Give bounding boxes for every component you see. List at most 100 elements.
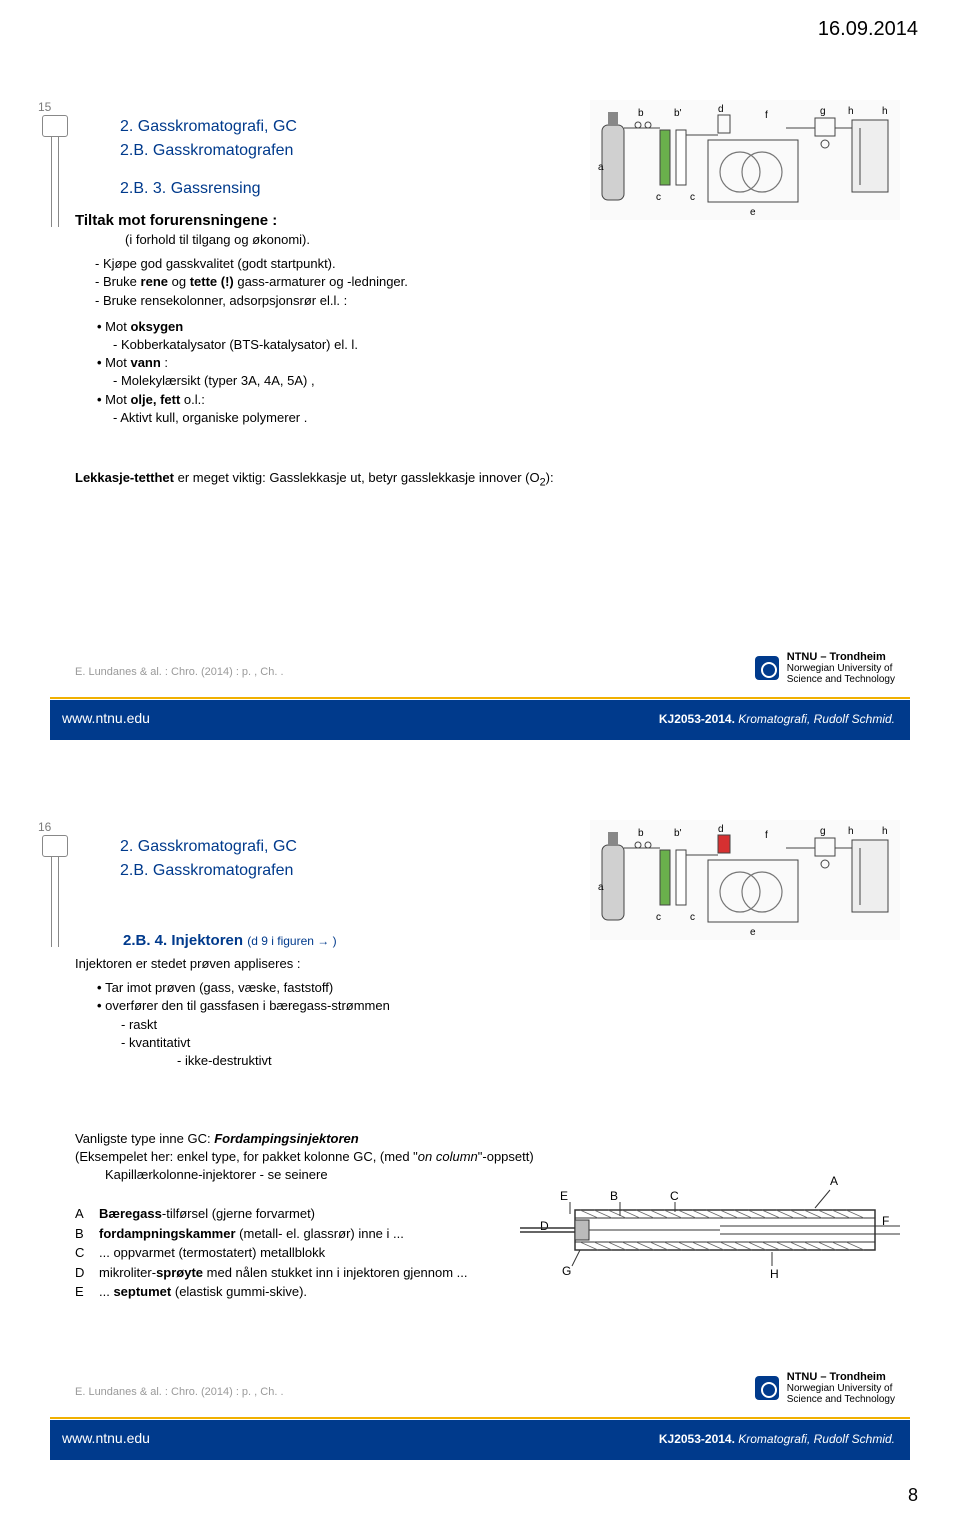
svg-text:f: f <box>765 830 768 841</box>
svg-text:h: h <box>882 826 888 837</box>
svg-text:d: d <box>718 104 724 115</box>
svg-text:b: b <box>638 828 644 839</box>
ntnu-icon <box>755 1376 779 1400</box>
sub-item: kvantitativt <box>121 1034 575 1052</box>
page-number: 8 <box>908 1485 918 1506</box>
def-text: fordampningskammer (metall- el. glassrør… <box>99 1225 404 1243</box>
svg-text:b: b <box>638 108 644 119</box>
ntnu-sub: Science and Technology <box>787 1394 895 1405</box>
ntnu-logo: NTNU – Trondheim Norwegian University of… <box>755 651 895 685</box>
bullet-item: Tar imot prøven (gass, væske, faststoff) <box>97 979 575 997</box>
svg-text:a: a <box>598 882 604 893</box>
def-lbl: E <box>75 1283 99 1301</box>
date-header: 16.09.2014 <box>818 18 918 41</box>
footer-bar: www.ntnu.edu KJ2053-2014. Kromatografi, … <box>50 1420 910 1460</box>
footer-bar: www.ntnu.edu KJ2053-2014. Kromatografi, … <box>50 700 910 740</box>
sub-item: Kobberkatalysator (BTS-katalysator) el. … <box>113 336 565 354</box>
slide-number: 16 <box>38 820 51 834</box>
bullet-item: Mot olje, fett o.l.: Aktivt kull, organi… <box>97 391 565 427</box>
column-icon <box>42 115 68 235</box>
tiltak-title: Tiltak mot forurensningene : <box>75 210 565 231</box>
inj-line0: Injektoren er stedet prøven appliseres : <box>75 955 575 973</box>
heading-3: 2.B. 3. Gassrensing <box>120 177 297 201</box>
svg-text:h: h <box>848 826 854 837</box>
ntnu-icon <box>755 656 779 680</box>
ntnu-sub: Norwegian University of <box>787 663 893 674</box>
svg-text:f: f <box>765 110 768 121</box>
svg-text:g: g <box>820 106 826 117</box>
footer-credit: KJ2053-2014. Kromatografi, Rudolf Schmid… <box>659 712 895 726</box>
reference-line: E. Lundanes & al. : Chro. (2014) : p. , … <box>75 1386 284 1398</box>
dash-item: Bruke rene og tette (!) gass-armaturer o… <box>95 273 565 291</box>
ntnu-sub: Science and Technology <box>787 674 895 685</box>
ntnu-title: NTNU – Trondheim <box>787 651 886 663</box>
svg-text:d: d <box>718 824 724 835</box>
column-icon <box>42 835 68 955</box>
svg-text:A: A <box>830 1174 838 1188</box>
dash-item: Kjøpe god gasskvalitet (godt startpunkt)… <box>95 255 565 273</box>
svg-text:B: B <box>610 1189 618 1203</box>
slide-headings: 2. Gasskromatografi, GC 2.B. Gasskromato… <box>120 835 297 883</box>
svg-text:e: e <box>750 927 756 938</box>
reference-line: E. Lundanes & al. : Chro. (2014) : p. , … <box>75 666 284 678</box>
sub-item: raskt <box>121 1016 575 1034</box>
gc-diagram: a b c b' c d e f g h h <box>590 820 900 940</box>
vanl2: (Eksempelet her: enkel type, for pakket … <box>75 1148 675 1166</box>
vanl1: Vanligste type inne GC: Fordampingsinjek… <box>75 1130 675 1148</box>
heading-2: 2.B. Gasskromatografen <box>120 139 297 163</box>
def-lbl: C <box>75 1244 99 1262</box>
footer-credit: KJ2053-2014. Kromatografi, Rudolf Schmid… <box>659 1432 895 1446</box>
sub-item: ikke-destruktivt <box>177 1052 575 1070</box>
svg-text:a: a <box>598 162 604 173</box>
svg-text:e: e <box>750 207 756 218</box>
tiltak-subnote: (i forhold til tilgang og økonomi). <box>125 231 565 249</box>
def-text: Bæregass-tilførsel (gjerne forvarmet) <box>99 1205 315 1223</box>
svg-text:h: h <box>882 106 888 117</box>
inj-title: 2.B. 4. Injektoren (d 9 i figuren → ) <box>123 930 575 951</box>
leak-note: Lekkasje-tetthet er meget viktig: Gassle… <box>75 470 835 489</box>
ntnu-title: NTNU – Trondheim <box>787 1371 886 1383</box>
svg-text:E: E <box>560 1189 568 1203</box>
heading-1: 2. Gasskromatografi, GC <box>120 835 297 859</box>
footer-url: www.ntnu.edu <box>62 710 150 726</box>
slide-number: 15 <box>38 100 51 114</box>
svg-text:c: c <box>656 912 661 923</box>
footer-url: www.ntnu.edu <box>62 1430 150 1446</box>
gc-diagram: a b c b' c d e f g h h <box>590 100 900 220</box>
ntnu-logo: NTNU – Trondheim Norwegian University of… <box>755 1371 895 1405</box>
sub-item: Molekylærsikt (typer 3A, 4A, 5A) , <box>113 372 565 390</box>
svg-text:c: c <box>690 912 695 923</box>
svg-text:h: h <box>848 106 854 117</box>
svg-text:G: G <box>562 1264 571 1278</box>
def-lbl: B <box>75 1225 99 1243</box>
def-text: ... septumet (elastisk gummi-skive). <box>99 1283 307 1301</box>
slide-15: 15 2. Gasskromatografi, GC 2.B. Gasskrom… <box>50 100 910 740</box>
def-text: mikroliter-sprøyte med nålen stukket inn… <box>99 1264 468 1282</box>
svg-text:g: g <box>820 826 826 837</box>
heading-1: 2. Gasskromatografi, GC <box>120 115 297 139</box>
slide-body: 2.B. 4. Injektoren (d 9 i figuren → ) In… <box>75 930 575 1070</box>
inj-note: (d 9 i figuren → ) <box>247 934 336 948</box>
bullet-item: Mot vann : Molekylærsikt (typer 3A, 4A, … <box>97 354 565 390</box>
svg-text:C: C <box>670 1189 679 1203</box>
def-text: ... oppvarmet (termostatert) metallblokk <box>99 1244 325 1262</box>
bullet-item: Mot oksygen Kobberkatalysator (BTS-katal… <box>97 318 565 354</box>
svg-text:b': b' <box>674 108 682 119</box>
slide-16: 16 2. Gasskromatografi, GC 2.B. Gasskrom… <box>50 820 910 1460</box>
dash-item: Bruke rensekolonner, adsorpsjonsrør el.l… <box>95 292 565 310</box>
bullet-item: overfører den til gassfasen i bæregass-s… <box>97 997 575 1070</box>
definitions: ABæregass-tilførsel (gjerne forvarmet) B… <box>75 1205 495 1303</box>
def-lbl: A <box>75 1205 99 1223</box>
svg-text:H: H <box>770 1267 779 1281</box>
slide-body: Tiltak mot forurensningene : (i forhold … <box>75 210 565 427</box>
sub-item: Aktivt kull, organiske polymerer . <box>113 409 565 427</box>
heading-2: 2.B. Gasskromatografen <box>120 859 297 883</box>
def-lbl: D <box>75 1264 99 1282</box>
ntnu-sub: Norwegian University of <box>787 1383 893 1394</box>
svg-text:b': b' <box>674 828 682 839</box>
slide-headings: 2. Gasskromatografi, GC 2.B. Gasskromato… <box>120 115 297 201</box>
svg-text:D: D <box>540 1219 549 1233</box>
svg-text:c: c <box>656 192 661 203</box>
svg-text:c: c <box>690 192 695 203</box>
injector-diagram: E B C A D F G H <box>520 1170 900 1300</box>
